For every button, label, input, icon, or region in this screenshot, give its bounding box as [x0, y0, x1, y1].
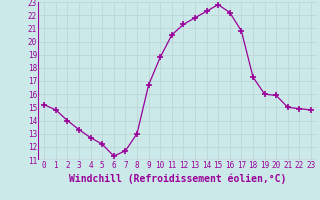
- X-axis label: Windchill (Refroidissement éolien,°C): Windchill (Refroidissement éolien,°C): [69, 173, 286, 184]
